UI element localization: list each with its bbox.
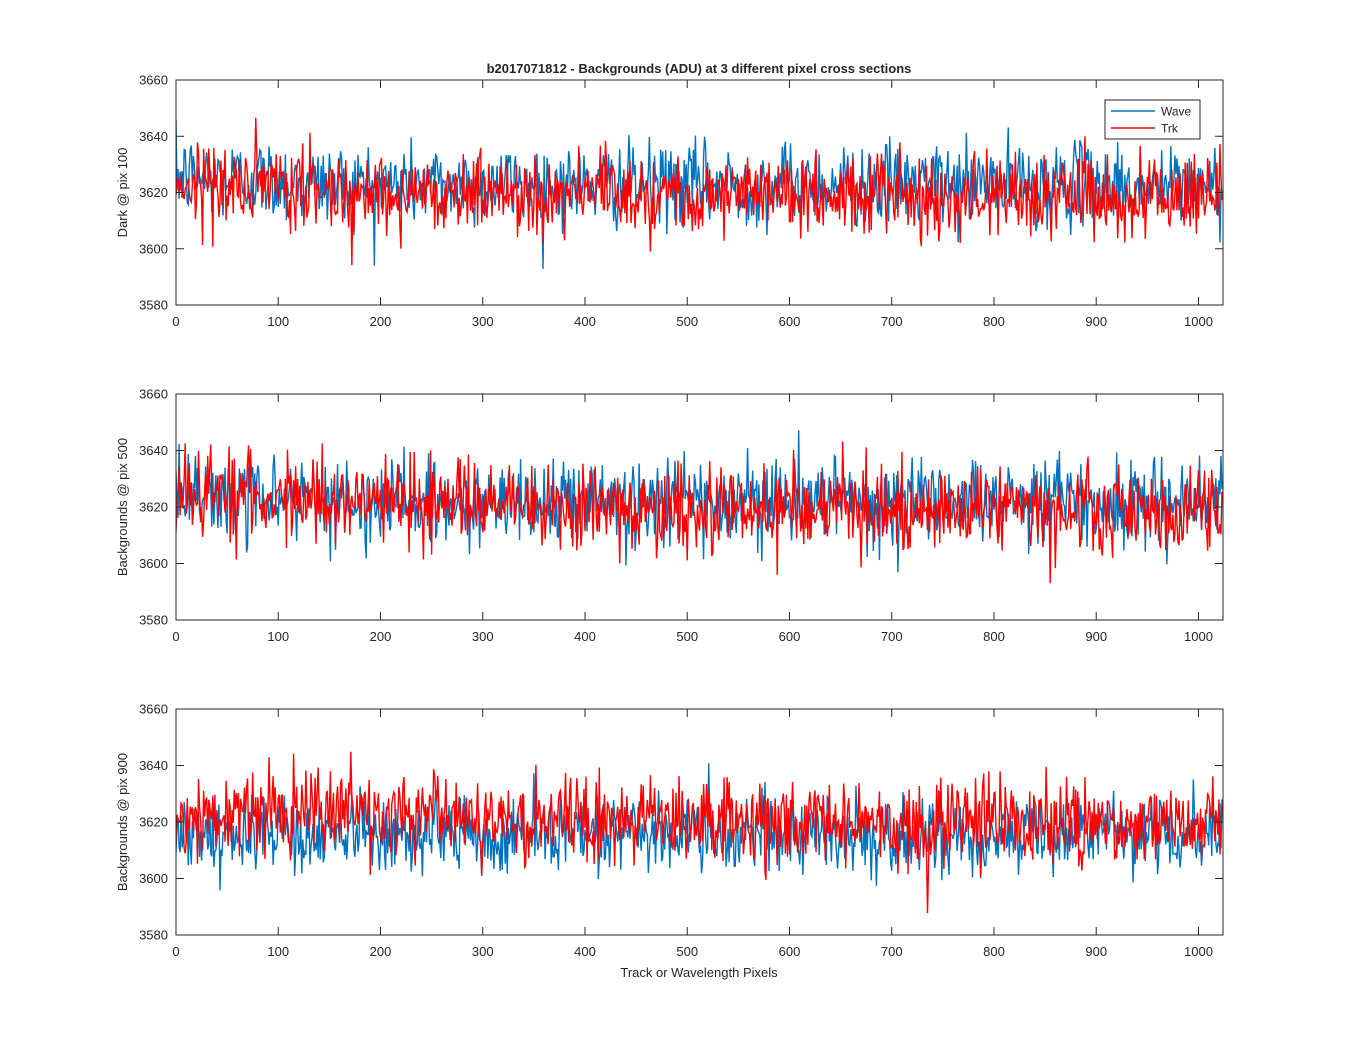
- figure-title: b2017071812 - Backgrounds (ADU) at 3 dif…: [487, 61, 912, 76]
- subplot-2: 0 100 200 300 400 500 600 700 800 900 1000 3580 3600…: [115, 387, 1224, 644]
- y-tick-label: 3600: [139, 871, 168, 886]
- x-tick-label: 0: [172, 944, 179, 959]
- x-tick-label: 300: [472, 314, 494, 329]
- legend: Wave Trk: [1104, 99, 1201, 140]
- x-tick-label: 400: [574, 944, 596, 959]
- y-tick-label: 3580: [139, 613, 168, 628]
- x-tick-label: 1000: [1184, 629, 1213, 644]
- x-tick-label: 200: [370, 944, 392, 959]
- x-tick-label: 900: [1085, 629, 1107, 644]
- x-tick-label: 600: [779, 944, 801, 959]
- y-axis-label-3: Backgrounds @ pix 900: [115, 753, 130, 891]
- x-tick-label: 1000: [1184, 944, 1213, 959]
- x-tick-label: 100: [267, 314, 289, 329]
- y-axis-label-1: Dark @ pix 100: [115, 148, 130, 238]
- y-tick-label: 3620: [139, 815, 168, 830]
- legend-box: [1104, 99, 1201, 140]
- x-tick-label: 900: [1085, 314, 1107, 329]
- y-tick-label: 3580: [139, 928, 168, 943]
- x-tick-label: 600: [779, 314, 801, 329]
- x-tick-label: 500: [676, 314, 698, 329]
- x-tick-label: 100: [267, 944, 289, 959]
- y-tick-label: 3580: [139, 298, 168, 313]
- x-tick-label: 0: [172, 314, 179, 329]
- x-tick-label: 700: [881, 629, 903, 644]
- x-tick-label: 800: [983, 944, 1005, 959]
- y-tick-label: 3640: [139, 129, 168, 144]
- axes-root: 0 100 200 300 400 500 600 700 800 900 100035803600…: [115, 73, 1224, 959]
- series-line-trk-3: [176, 751, 1223, 914]
- x-tick-label: 400: [574, 629, 596, 644]
- x-tick-label: 800: [983, 314, 1005, 329]
- legend-label-wave: Wave: [1161, 105, 1192, 119]
- x-tick-label: 700: [881, 314, 903, 329]
- x-tick-label: 200: [370, 629, 392, 644]
- x-tick-label: 300: [472, 629, 494, 644]
- x-tick-label: 700: [881, 944, 903, 959]
- x-tick-label: 200: [370, 314, 392, 329]
- y-tick-label: 3640: [139, 443, 168, 458]
- y-tick-label: 3620: [139, 185, 168, 200]
- x-tick-label: 500: [676, 629, 698, 644]
- y-tick-label: 3600: [139, 556, 168, 571]
- x-tick-label: 500: [676, 944, 698, 959]
- y-tick-label: 3640: [139, 758, 168, 773]
- series-line-trk-2: [176, 441, 1223, 584]
- y-tick-label: 3660: [139, 702, 168, 717]
- x-tick-label: 100: [267, 629, 289, 644]
- x-tick-label: 1000: [1184, 314, 1213, 329]
- y-axis-label-2: Backgrounds @ pix 500: [115, 438, 130, 576]
- x-tick-label: 400: [574, 314, 596, 329]
- y-tick-label: 3660: [139, 387, 168, 402]
- series-line-trk-1: [176, 117, 1223, 266]
- x-tick-label: 800: [983, 629, 1005, 644]
- x-tick-label: 600: [779, 629, 801, 644]
- y-tick-label: 3620: [139, 500, 168, 515]
- legend-label-trk: Trk: [1161, 122, 1179, 136]
- y-tick-label: 3600: [139, 241, 168, 256]
- subplot-1: 0 100 200 300 400 500 600 700 800 900 1000 3580 3600…: [115, 73, 1224, 329]
- y-tick-label: 3660: [139, 73, 168, 88]
- subplot-3: 0 100 200 300 400 500 600 700 800 900 1000 3580 3600…: [115, 702, 1224, 959]
- x-tick-label: 300: [472, 944, 494, 959]
- x-tick-label: 900: [1085, 944, 1107, 959]
- x-axis-label: Track or Wavelength Pixels: [620, 965, 778, 980]
- x-tick-label: 0: [172, 629, 179, 644]
